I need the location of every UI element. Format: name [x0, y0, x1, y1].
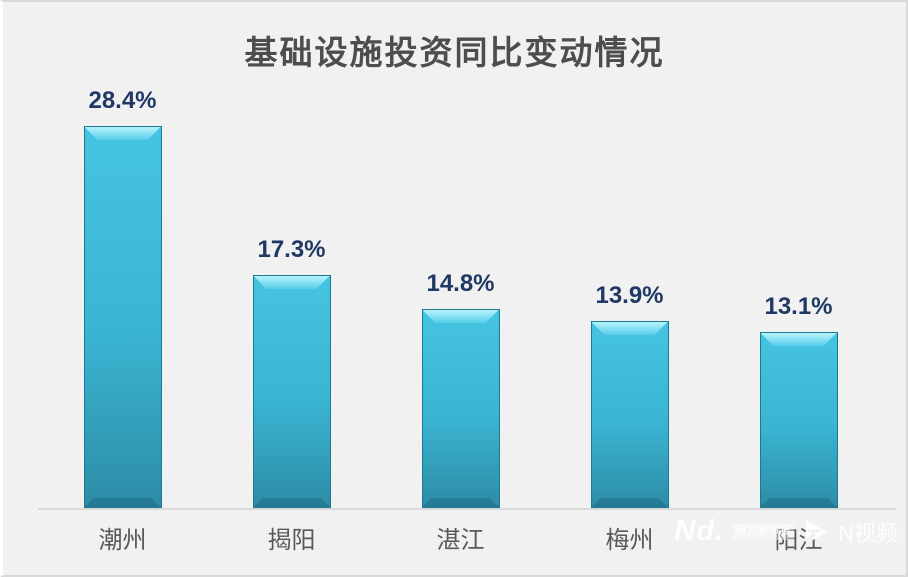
bar-潮州	[83, 126, 162, 508]
bar-group: 28.4%	[38, 87, 207, 508]
category-label: 湛江	[436, 527, 485, 554]
data-label: 17.3%	[257, 236, 326, 263]
x-axis-labels: 潮州 揭阳 湛江 梅州 阳江	[38, 526, 883, 556]
play-icon	[806, 519, 828, 544]
bar-group: 13.9%	[545, 282, 714, 508]
chart-title: 基础设施投资同比变动情况	[244, 34, 665, 71]
data-label: 13.1%	[764, 293, 833, 320]
watermark: Nd. 南方都市报 N视频	[674, 515, 898, 548]
x-axis-line	[38, 508, 896, 510]
category-label: 揭阳	[267, 527, 316, 554]
bar-group: 14.8%	[376, 270, 545, 508]
data-label: 14.8%	[426, 270, 495, 297]
data-label: 13.9%	[595, 282, 664, 309]
bar-group: 17.3%	[207, 236, 376, 508]
video-brand-text: N视频	[838, 520, 898, 546]
brand-name-box: 南方都市报	[733, 523, 795, 540]
plot-area: 28.4% 17.3% 14.8% 13.9% 13.1%	[38, 65, 883, 508]
category-label: 梅州	[605, 527, 654, 554]
bar-阳江	[759, 332, 838, 508]
nandu-logo: Nd.	[674, 515, 725, 547]
bar-梅州	[590, 321, 669, 508]
bar-湛江	[421, 309, 500, 508]
data-label: 28.4%	[88, 87, 157, 114]
bar-揭阳	[252, 275, 331, 508]
bar-group: 13.1%	[714, 293, 883, 508]
category-label: 潮州	[98, 527, 147, 554]
